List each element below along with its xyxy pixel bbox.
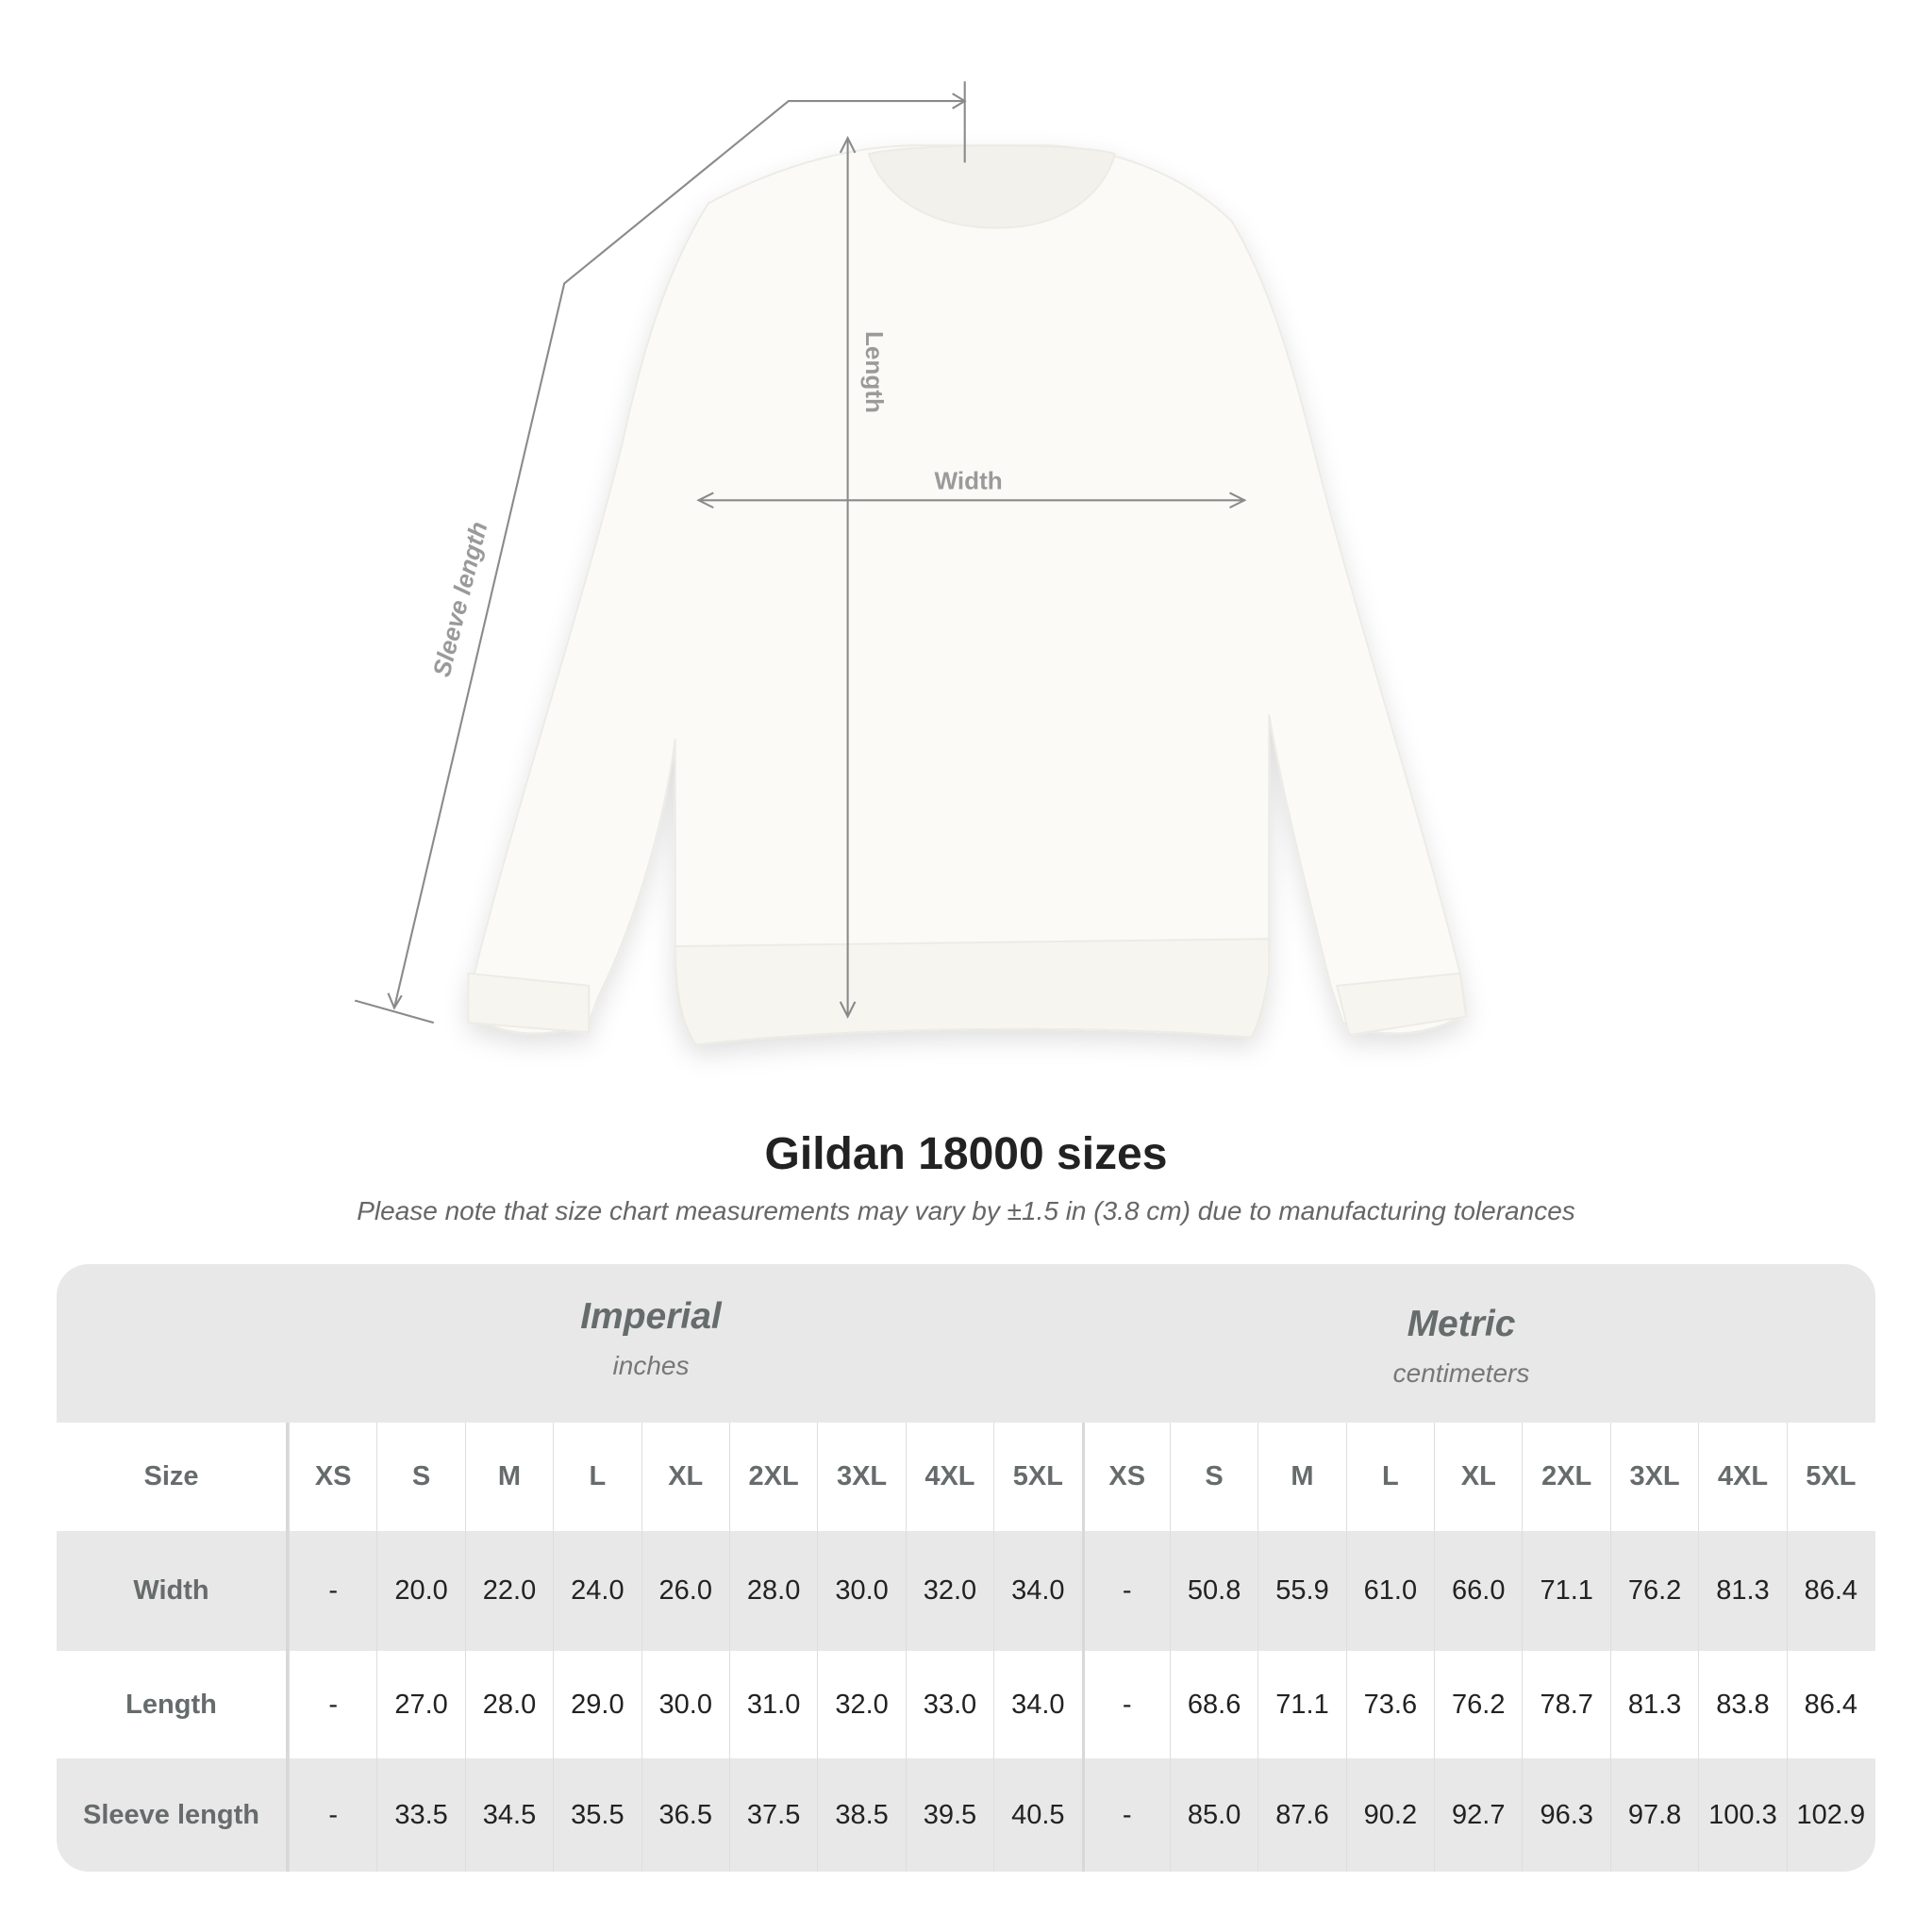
size-header-cell: L xyxy=(1345,1423,1434,1531)
value-cell: 87.6 xyxy=(1257,1758,1345,1872)
measurement-lines xyxy=(354,81,1247,1024)
value-cell: 30.0 xyxy=(817,1531,905,1651)
value-cell: 35.5 xyxy=(553,1758,641,1872)
value-cell: 36.5 xyxy=(641,1758,729,1872)
value-cell: 26.0 xyxy=(641,1531,729,1651)
size-header-cell: 4XL xyxy=(905,1423,993,1531)
value-cell: 30.0 xyxy=(641,1651,729,1758)
row-label: Length xyxy=(57,1651,289,1758)
value-cell: 71.1 xyxy=(1257,1651,1345,1758)
length-label: Length xyxy=(860,331,889,413)
value-cell: 29.0 xyxy=(553,1651,641,1758)
value-cell: 71.1 xyxy=(1522,1531,1609,1651)
value-cell: 97.8 xyxy=(1609,1758,1698,1872)
value-cell: 38.5 xyxy=(817,1758,905,1872)
value-cell: - xyxy=(1081,1758,1170,1872)
metric-header: Metric centimeters xyxy=(1178,1304,1744,1389)
size-header-cell: M xyxy=(464,1423,553,1531)
value-cell: 28.0 xyxy=(728,1531,817,1651)
size-header-cell: 5XL xyxy=(1786,1423,1874,1531)
value-cell: 85.0 xyxy=(1169,1758,1257,1872)
table-row: Width -20.0 22.0 24.0 26.0 28.0 30.0 32.0 34.0-5… xyxy=(57,1531,1875,1651)
value-cell: 34.5 xyxy=(464,1758,553,1872)
value-cell: 33.5 xyxy=(376,1758,464,1872)
value-cell: 61.0 xyxy=(1345,1531,1434,1651)
value-cell: 73.6 xyxy=(1345,1651,1434,1758)
table-header: Imperial inches Metric centimeters xyxy=(57,1264,1875,1423)
value-cell: 76.2 xyxy=(1434,1651,1522,1758)
value-cell: 22.0 xyxy=(464,1531,553,1651)
value-cell: 32.0 xyxy=(905,1531,993,1651)
row-label: Sleeve length xyxy=(57,1758,289,1872)
value-cell: - xyxy=(289,1758,376,1872)
sleeve-length-label: Sleeve length xyxy=(427,519,493,680)
size-header-cell: S xyxy=(1169,1423,1257,1531)
size-header-cell: XS xyxy=(289,1423,376,1531)
sweatshirt xyxy=(467,144,1468,1046)
row-label: Size xyxy=(57,1423,289,1531)
value-cell: 86.4 xyxy=(1786,1531,1874,1651)
page-title: Gildan 18000 sizes xyxy=(764,1129,1168,1179)
value-cell: - xyxy=(1081,1531,1170,1651)
imperial-header: Imperial inches xyxy=(368,1296,934,1381)
metric-title: Metric xyxy=(1407,1304,1516,1344)
value-cell: 96.3 xyxy=(1522,1758,1609,1872)
size-header-cell: 2XL xyxy=(1522,1423,1609,1531)
value-cell: 83.8 xyxy=(1698,1651,1786,1758)
value-cell: 24.0 xyxy=(553,1531,641,1651)
value-cell: 81.3 xyxy=(1609,1651,1698,1758)
value-cell: 100.3 xyxy=(1698,1758,1786,1872)
value-cell: 102.9 xyxy=(1786,1758,1874,1872)
value-cell: - xyxy=(1081,1651,1170,1758)
value-cell: 55.9 xyxy=(1257,1531,1345,1651)
size-header-cell: 2XL xyxy=(728,1423,817,1531)
table-row: Sleeve length -33.5 34.5 35.5 36.5 37.5 38.5 39… xyxy=(57,1758,1875,1872)
value-cell: 86.4 xyxy=(1786,1651,1874,1758)
table-row: Length -27.0 28.0 29.0 30.0 31.0 32.0 33.0 34.0-… xyxy=(57,1651,1875,1758)
tolerance-note: Please note that size chart measurements… xyxy=(357,1196,1575,1225)
value-cell: 66.0 xyxy=(1434,1531,1522,1651)
value-cell: 33.0 xyxy=(905,1651,993,1758)
size-header-cell: XL xyxy=(641,1423,729,1531)
value-cell: 34.0 xyxy=(993,1651,1081,1758)
value-cell: 90.2 xyxy=(1345,1758,1434,1872)
value-cell: 78.7 xyxy=(1522,1651,1609,1758)
value-cell: 92.7 xyxy=(1434,1758,1522,1872)
size-header-cell: L xyxy=(553,1423,641,1531)
value-cell: 68.6 xyxy=(1169,1651,1257,1758)
size-header-cell: S xyxy=(376,1423,464,1531)
size-header-cell: XS xyxy=(1081,1423,1170,1531)
value-cell: 32.0 xyxy=(817,1651,905,1758)
value-cell: - xyxy=(289,1531,376,1651)
sweatshirt-illustration: Length Width Sleeve length xyxy=(354,81,1468,1046)
size-header-cell: XL xyxy=(1434,1423,1522,1531)
size-header-row: Size XS S M L XL 2XL 3XL 4XL 5XL XS S M L XL 2XL 3XL 4XL 5… xyxy=(57,1423,1875,1531)
imperial-title: Imperial xyxy=(580,1296,722,1337)
value-cell: 81.3 xyxy=(1698,1531,1786,1651)
value-cell: 39.5 xyxy=(905,1758,993,1872)
value-cell: 20.0 xyxy=(376,1531,464,1651)
value-cell: 50.8 xyxy=(1169,1531,1257,1651)
value-cell: 34.0 xyxy=(993,1531,1081,1651)
width-label: Width xyxy=(934,467,1002,495)
value-cell: 27.0 xyxy=(376,1651,464,1758)
size-table: Imperial inches Metric centimeters Size X… xyxy=(57,1264,1875,1872)
value-cell: 40.5 xyxy=(993,1758,1081,1872)
row-label: Width xyxy=(57,1531,289,1651)
value-cell: - xyxy=(289,1651,376,1758)
value-cell: 28.0 xyxy=(464,1651,553,1758)
size-header-cell: M xyxy=(1257,1423,1345,1531)
value-cell: 31.0 xyxy=(728,1651,817,1758)
size-header-cell: 5XL xyxy=(993,1423,1081,1531)
value-cell: 37.5 xyxy=(728,1758,817,1872)
size-header-cell: 4XL xyxy=(1698,1423,1786,1531)
size-header-cell: 3XL xyxy=(817,1423,905,1531)
metric-unit: centimeters xyxy=(1392,1358,1530,1388)
size-header-cell: 3XL xyxy=(1609,1423,1698,1531)
imperial-unit: inches xyxy=(612,1351,690,1380)
value-cell: 76.2 xyxy=(1609,1531,1698,1651)
